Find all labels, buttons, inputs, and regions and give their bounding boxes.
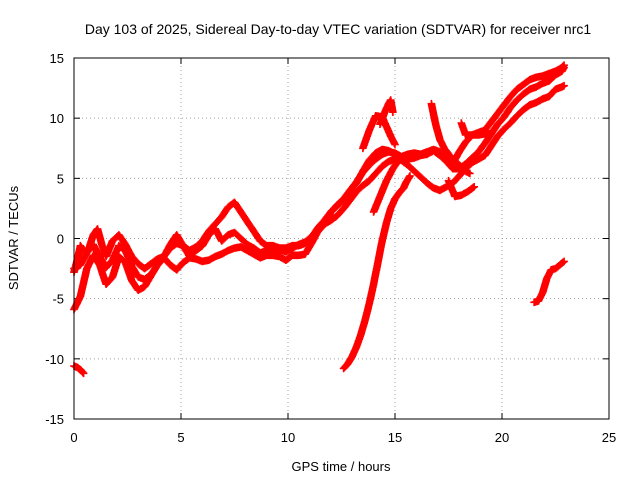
- y-tick-label: 15: [50, 51, 64, 66]
- series-trace-k: [530, 257, 568, 307]
- y-tick-label: -5: [52, 292, 64, 307]
- data-series: [70, 61, 568, 378]
- y-tick-label: 10: [50, 111, 64, 126]
- x-axis-label: GPS time / hours: [292, 459, 391, 474]
- grid-lines: [74, 58, 609, 419]
- series-trace-l: [70, 362, 88, 378]
- series-trace-j: [444, 176, 478, 201]
- series-markers: [457, 119, 496, 139]
- series-markers: [444, 176, 478, 201]
- x-tick-label: 25: [602, 430, 616, 445]
- y-tick-label: -10: [45, 352, 64, 367]
- x-tick-label: 10: [281, 430, 295, 445]
- x-tick-labels: 0 5 10 15 20 25: [70, 430, 616, 445]
- chart-title: Day 103 of 2025, Sidereal Day-to-day VTE…: [85, 21, 591, 37]
- x-tick-label: 20: [495, 430, 509, 445]
- series-markers: [376, 96, 397, 128]
- series-markers: [369, 155, 404, 216]
- series-markers: [70, 63, 568, 276]
- y-tick-label: -15: [45, 412, 64, 427]
- series-trace-d: [339, 172, 414, 373]
- y-tick-label: 0: [57, 232, 64, 247]
- series-markers: [70, 61, 568, 284]
- series-trace-f: [376, 96, 397, 128]
- x-tick-label: 0: [70, 430, 77, 445]
- series-markers: [427, 99, 474, 178]
- series-trace-c: [70, 61, 568, 284]
- y-axis-label: SDTVAR / TECUs: [6, 185, 21, 290]
- y-tick-labels: -15 -10 -5 0 5 10 15: [45, 51, 64, 427]
- x-tick-label: 15: [388, 430, 402, 445]
- series-markers: [339, 172, 414, 373]
- x-tick-label: 5: [177, 430, 184, 445]
- series-trace-h: [427, 99, 474, 178]
- plot-frame: [73, 57, 610, 420]
- series-trace-i: [457, 119, 496, 139]
- y-tick-label: 5: [57, 171, 64, 186]
- series-markers: [70, 362, 88, 378]
- series-trace-g: [369, 155, 404, 216]
- series-trace-a: [70, 63, 568, 276]
- series-markers: [530, 257, 568, 307]
